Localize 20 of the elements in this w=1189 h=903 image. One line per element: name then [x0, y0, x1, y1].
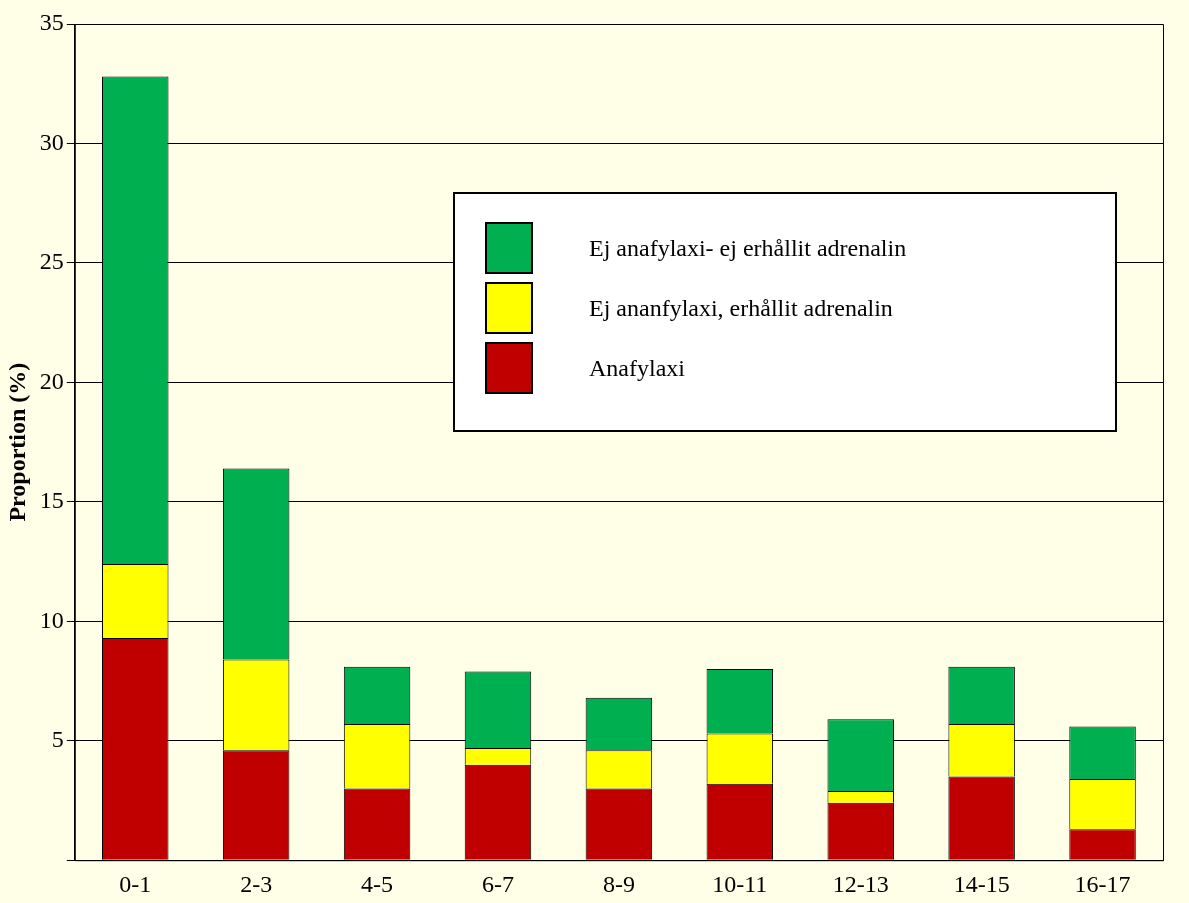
legend-label: Ej anafylaxi- ej erhållit adrenalin	[589, 234, 907, 262]
x-tick-label: 8-9	[602, 870, 635, 897]
y-axis-title: Proportion (%)	[3, 362, 30, 522]
y-tick-label: 35	[39, 9, 64, 36]
y-tick-label: 5	[51, 726, 64, 753]
y-tick-label: 15	[39, 487, 64, 514]
x-tick-label: 4-5	[361, 870, 394, 897]
x-tick-label: 6-7	[481, 870, 514, 897]
x-tick-label: 16-17	[1074, 870, 1131, 897]
x-tick-label: 0-1	[119, 870, 152, 897]
y-tick-label: 30	[39, 128, 64, 155]
legend-label: Ej ananfylaxi, erhållit adrenalin	[589, 294, 893, 322]
x-tick-label: 10-11	[712, 870, 768, 897]
y-tick-label: 20	[39, 367, 64, 394]
x-tick-label: 14-15	[953, 870, 1010, 897]
x-tick-label: 12-13	[832, 870, 889, 897]
x-tick-label: 2-3	[240, 870, 273, 897]
y-tick-label: 25	[39, 248, 64, 275]
y-tick-label: 10	[39, 606, 64, 633]
legend-label: Anafylaxi	[589, 354, 685, 382]
